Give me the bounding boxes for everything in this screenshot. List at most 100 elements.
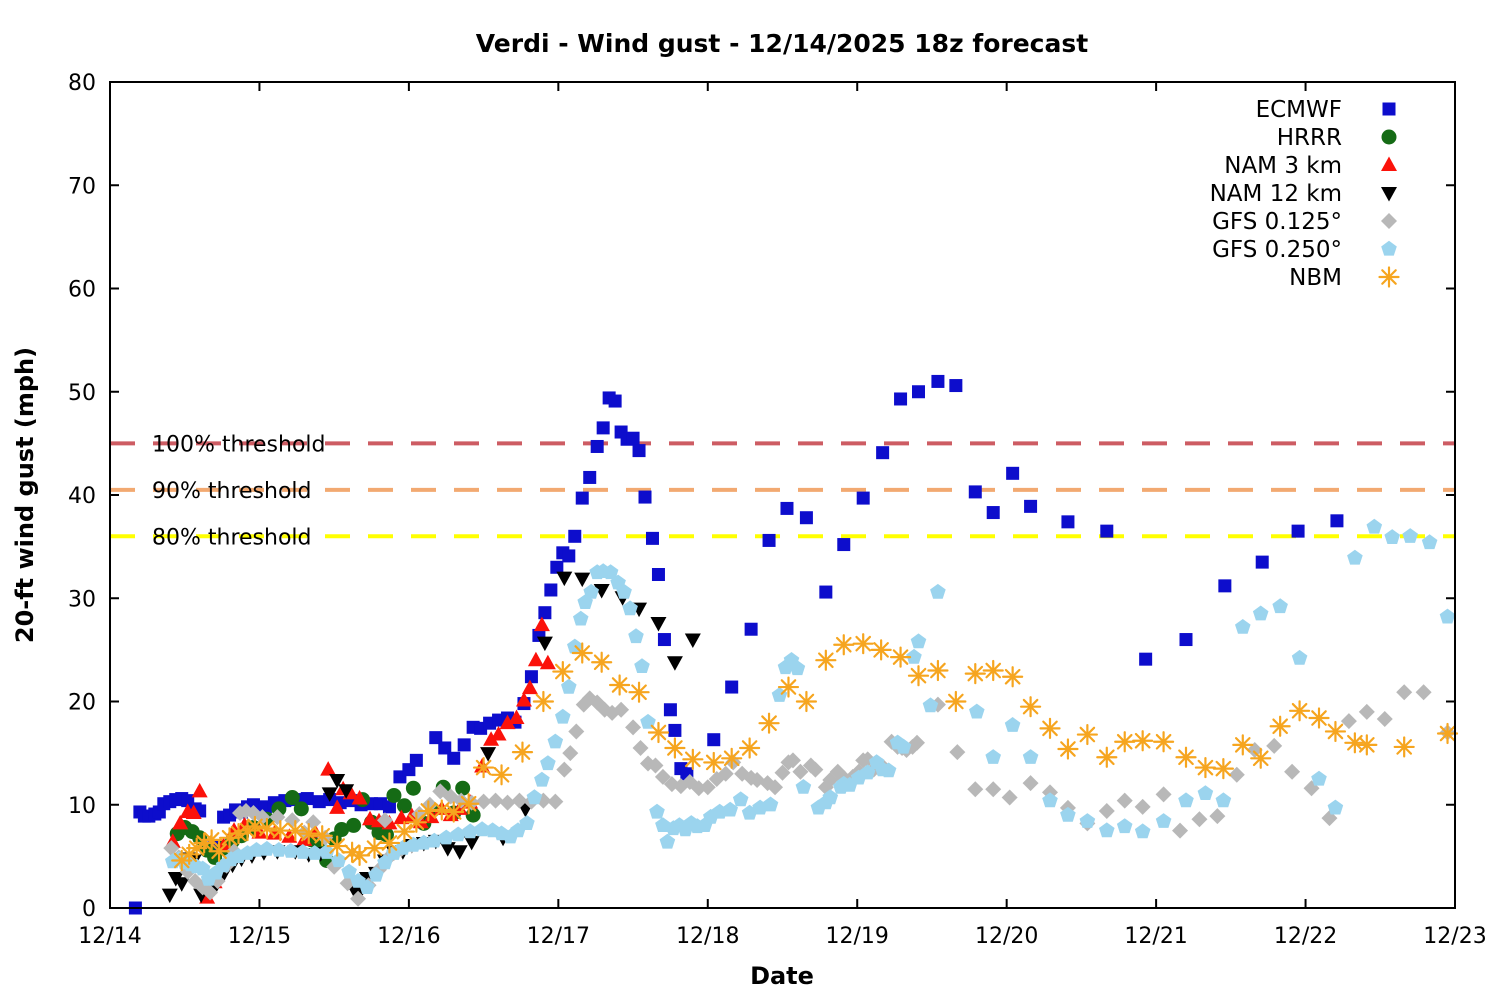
data-point [1402,528,1418,543]
data-point [561,678,577,694]
data-point [555,708,571,724]
data-point [443,801,465,823]
data-point [1250,747,1272,769]
data-point [562,745,579,762]
data-point [819,585,833,599]
data-point [568,529,582,543]
data-point [985,781,1002,798]
data-point [463,835,480,851]
data-point [534,771,550,787]
data-point [906,648,922,664]
data-point [208,840,230,862]
data-point [462,823,478,839]
data-point [638,490,652,504]
asterisk-ray [1178,749,1194,766]
data-point [193,832,215,854]
data-point [632,739,649,756]
data-point [573,610,589,626]
data-point [515,691,532,707]
data-point [1006,466,1020,480]
asterisk-ray [873,642,889,658]
data-point [552,660,574,683]
data-point [499,794,516,811]
data-point [458,793,480,815]
data-point [762,796,779,812]
data-point [338,784,355,799]
data-point [922,697,939,713]
data-point [1079,813,1096,828]
data-point [964,663,986,685]
x-tick-label: 12/14 [78,924,141,949]
data-point [889,646,912,668]
chart-title: Verdi - Wind gust - 12/14/2025 18z forec… [476,29,1088,58]
data-point [298,823,320,845]
legend-label: NBM [1289,265,1342,291]
data-point [475,793,492,810]
data-point [613,701,630,718]
asterisk-ray [1022,698,1039,715]
data-point [931,374,945,388]
data-point [1269,715,1291,737]
data-point [487,792,504,809]
data-point [909,734,925,751]
asterisk-ray [835,636,852,653]
data-point [583,583,599,599]
data-point [666,656,683,671]
data-point [350,890,367,907]
data-point [910,633,927,649]
data-point [562,549,576,563]
asterisk-ray [1215,760,1232,777]
data-point [1061,515,1075,529]
data-point [1114,731,1136,753]
data-point [1155,813,1172,828]
asterisk-ray [314,827,331,844]
asterisk-ray [203,832,220,848]
data-point [732,791,749,807]
data-point [1291,649,1308,665]
data-point [663,703,677,717]
data-point [986,506,1000,520]
data-point [608,394,622,408]
asterisk-ray [593,654,610,671]
data-point [378,832,401,854]
asterisk-ray [685,751,701,768]
data-point [1042,792,1058,808]
asterisk-ray [1042,720,1058,737]
data-point [439,842,456,857]
asterisk-ray [475,759,492,776]
asterisk-ray [1272,718,1288,735]
asterisk-ray [1004,668,1021,685]
data-point [1308,707,1330,729]
asterisk-ray [985,662,1002,679]
data-point [574,572,591,588]
data-point [1291,524,1305,538]
y-tick-label: 20 [68,691,96,716]
asterisk-ray [1098,749,1115,766]
data-point [949,744,966,761]
data-point [596,421,610,435]
x-tick-label: 12/22 [1274,924,1337,949]
data-point [363,837,386,859]
x-tick-label: 12/21 [1124,924,1187,949]
threshold-label: 90% threshold [152,479,312,504]
data-point [259,840,275,856]
data-point [429,731,443,745]
data-point [967,781,984,798]
data-point [271,842,287,857]
data-point [1134,823,1151,839]
data-point [1218,579,1232,593]
data-point [519,815,535,830]
data-point [161,888,178,904]
data-point [721,747,743,769]
data-point [1194,756,1217,779]
data-point [1347,549,1363,565]
asterisk-ray [667,740,683,756]
asterisk-ray [705,754,722,771]
data-point [346,817,362,833]
data-point [1002,666,1024,688]
data-point [368,866,384,882]
data-point [533,616,550,632]
legend-label: GFS 0.125° [1212,209,1342,235]
series-gfs-0-250- [165,518,1456,894]
